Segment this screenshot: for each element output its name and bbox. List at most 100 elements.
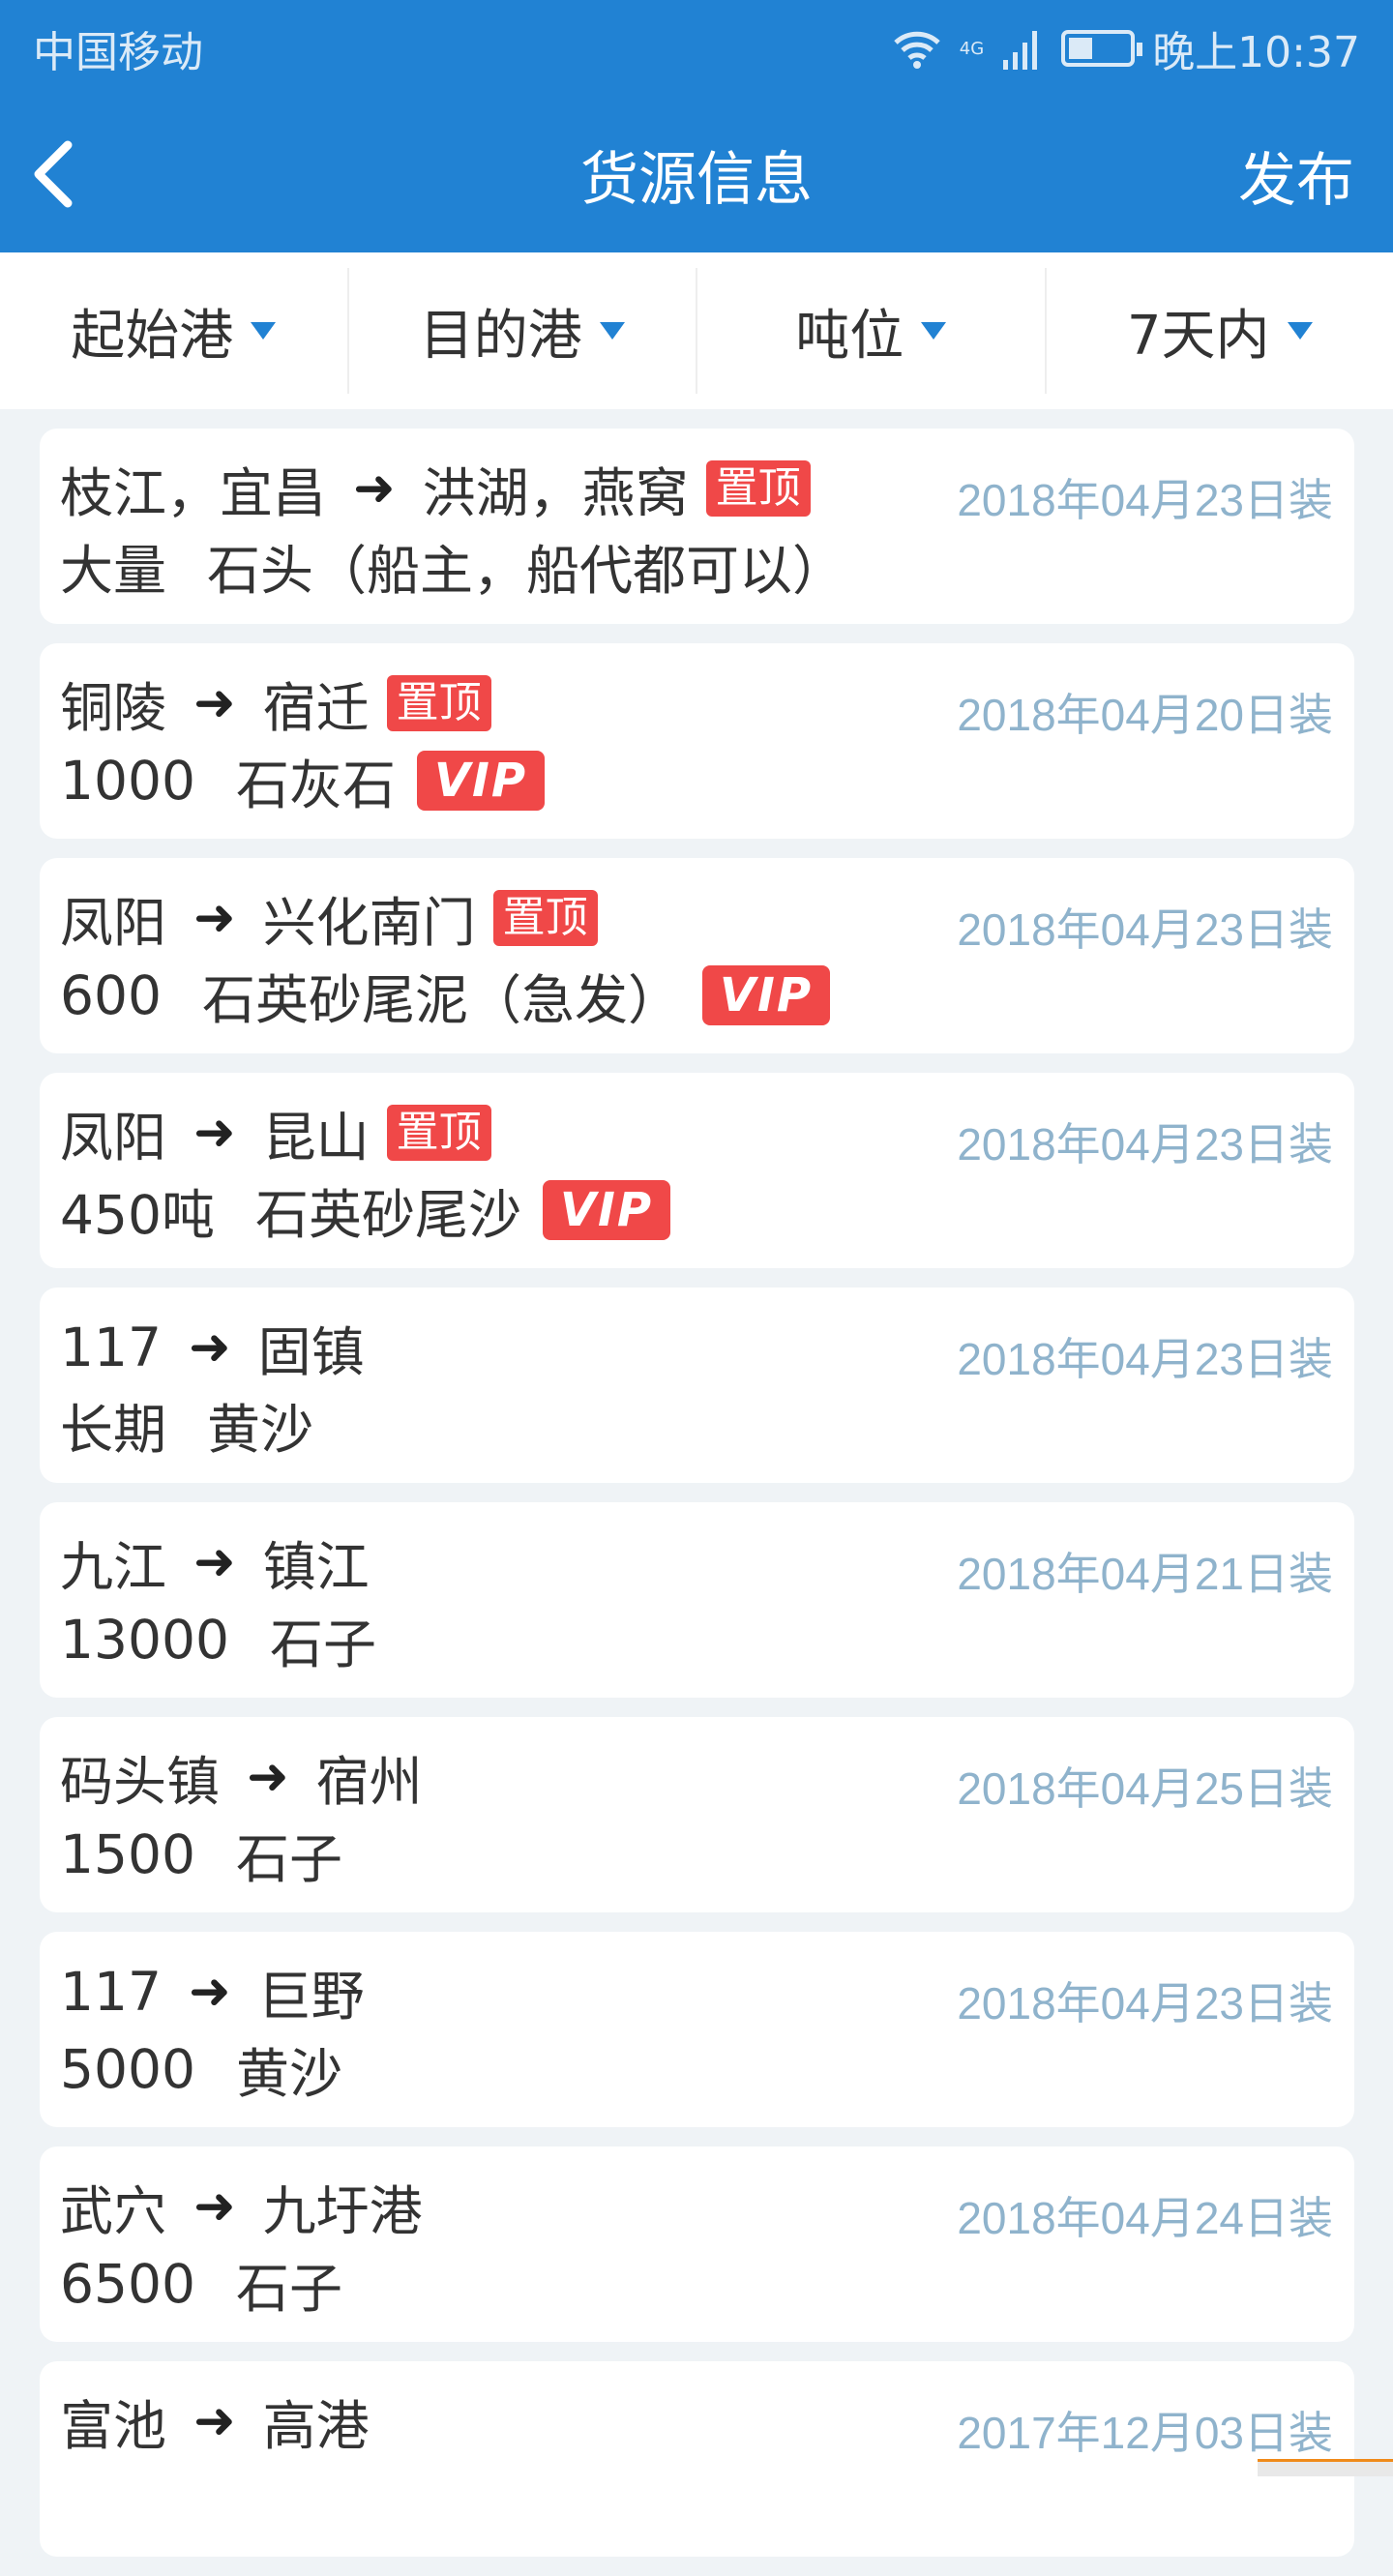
loading-date: 2018年04月24日装: [957, 2183, 1333, 2247]
arrow-right-icon: ➜: [189, 1963, 231, 2021]
destination-port: 巨野: [258, 1953, 365, 2030]
listing-card[interactable]: 117 ➜ 巨野 5000 黄沙 2018年04月23日装: [40, 1932, 1354, 2127]
caret-down-icon: [251, 322, 276, 340]
cargo-type: 石英砂尾沙: [255, 1171, 521, 1249]
origin-port: 铜陵: [60, 665, 166, 742]
origin-port: 117: [60, 1317, 162, 1378]
pinned-badge: 置顶: [387, 1105, 491, 1161]
origin-port: 枝江，宜昌: [60, 450, 326, 527]
quantity: 大量: [60, 527, 166, 605]
filter-label: 目的港: [420, 292, 582, 370]
arrow-right-icon: ➜: [189, 1318, 231, 1377]
origin-port: 武穴: [60, 2168, 166, 2245]
pinned-badge: 置顶: [706, 460, 811, 517]
filter-label: 起始港: [71, 292, 233, 370]
cargo-type: 石灰石: [236, 742, 396, 819]
loading-date: 2018年04月23日装: [957, 1110, 1333, 1173]
listing-card[interactable]: 富池 ➜ 高港 2017年12月03日装: [40, 2361, 1354, 2557]
listing-card[interactable]: 凤阳 ➜ 昆山置顶 450吨石英砂尾沙 VIP 2018年04月23日装: [40, 1073, 1354, 1268]
arrow-right-icon: ➜: [353, 459, 396, 518]
quantity: 13000: [60, 1609, 229, 1671]
destination-port: 镇江: [263, 1524, 370, 1601]
origin-port: 凤阳: [60, 879, 166, 957]
destination-port: 宿迁: [263, 665, 370, 742]
cargo-type: 石子: [236, 2245, 342, 2323]
back-button[interactable]: [29, 126, 106, 222]
loading-date: 2018年04月23日装: [957, 1969, 1333, 2032]
arrow-right-icon: ➜: [193, 2392, 236, 2450]
network-type: 4G: [960, 39, 984, 59]
arrow-right-icon: ➜: [193, 1533, 236, 1591]
filter-date-range[interactable]: 7天内: [1047, 268, 1393, 394]
wifi-icon: [892, 27, 942, 70]
cargo-type: 石头（船主，船代都可以）: [207, 527, 845, 605]
caret-down-icon: [600, 322, 625, 340]
publish-button[interactable]: 发布: [1238, 133, 1354, 218]
quantity: 6500: [60, 2253, 195, 2315]
origin-port: 富池: [60, 2383, 166, 2460]
signal-icon: [1001, 27, 1044, 70]
quantity: 600: [60, 964, 162, 1026]
battery-icon: [1061, 30, 1135, 67]
filter-tonnage[interactable]: 吨位: [697, 268, 1047, 394]
filter-bar: 起始港 目的港 吨位 7天内: [0, 252, 1393, 409]
listing-card[interactable]: 凤阳 ➜ 兴化南门置顶 600 石英砂尾泥（急发） VIP 2018年04月23日装: [40, 858, 1354, 1053]
destination-port: 兴化南门: [263, 879, 476, 957]
loading-date: 2017年12月03日装: [957, 2398, 1333, 2462]
clock: 晚上10:37: [1152, 17, 1360, 79]
destination-port: 洪湖，燕窝: [423, 450, 689, 527]
loading-date: 2018年04月20日装: [957, 680, 1333, 744]
destination-port: 九圩港: [263, 2168, 423, 2245]
cargo-type: 石子: [270, 1601, 376, 1678]
cargo-type: 石子: [236, 1816, 342, 1893]
filter-origin-port[interactable]: 起始港: [0, 268, 349, 394]
cargo-type: 黄沙: [236, 2030, 342, 2108]
listing-card[interactable]: 码头镇 ➜ 宿州 1500 石子 2018年04月25日装: [40, 1717, 1354, 1912]
pinned-badge: 置顶: [493, 890, 598, 946]
listing-card[interactable]: 武穴 ➜ 九圩港 6500 石子 2018年04月24日装: [40, 2147, 1354, 2342]
listing-list: 枝江，宜昌➜洪湖，燕窝置顶大量石头（船主，船代都可以）2018年04月23日装铜…: [40, 429, 1354, 2576]
arrow-right-icon: ➜: [193, 889, 236, 947]
pinned-badge: 置顶: [387, 675, 491, 731]
arrow-right-icon: ➜: [193, 674, 236, 732]
origin-port: 码头镇: [60, 1738, 220, 1816]
quantity: 450吨: [60, 1171, 215, 1249]
app-header: 中国移动 4G 晚上10:37 货源信息 发布: [0, 0, 1393, 252]
origin-port: 117: [60, 1961, 162, 2023]
listing-card[interactable]: 枝江，宜昌 ➜ 洪湖，燕窝置顶大量石头（船主，船代都可以） 2018年04月23日装: [40, 429, 1354, 624]
arrow-right-icon: ➜: [247, 1748, 289, 1806]
quantity: 1500: [60, 1823, 195, 1885]
loading-date: 2018年04月21日装: [957, 1539, 1333, 1603]
destination-port: 固镇: [258, 1309, 365, 1386]
quantity: 5000: [60, 2038, 195, 2100]
vip-badge: VIP: [417, 751, 545, 811]
quantity: 长期: [60, 1386, 166, 1464]
cargo-type: 黄沙: [207, 1386, 313, 1464]
listing-card[interactable]: 铜陵 ➜ 宿迁置顶 1000 石灰石 VIP 2018年04月20日装: [40, 643, 1354, 839]
loading-date: 2018年04月23日装: [957, 895, 1333, 959]
loading-date: 2018年04月23日装: [957, 465, 1333, 529]
arrow-right-icon: ➜: [193, 2177, 236, 2235]
caret-down-icon: [1288, 322, 1313, 340]
status-bar: 中国移动 4G 晚上10:37: [0, 0, 1393, 97]
loading-date: 2018年04月25日装: [957, 1754, 1333, 1818]
filter-label: 7天内: [1127, 292, 1270, 370]
cargo-type: 石英砂尾泥（急发）: [202, 957, 681, 1034]
vip-badge: VIP: [543, 1180, 670, 1240]
carrier: 中国移动: [33, 17, 203, 79]
chevron-left-icon: [29, 140, 77, 208]
filter-destination-port[interactable]: 目的港: [349, 268, 698, 394]
origin-port: 凤阳: [60, 1094, 166, 1171]
origin-port: 九江: [60, 1524, 166, 1601]
destination-port: 宿州: [316, 1738, 423, 1816]
watermark-logo: [1258, 2459, 1393, 2476]
listing-card[interactable]: 九江 ➜ 镇江 13000 石子 2018年04月21日装: [40, 1502, 1354, 1698]
caret-down-icon: [921, 322, 946, 340]
destination-port: 昆山: [263, 1094, 370, 1171]
arrow-right-icon: ➜: [193, 1104, 236, 1162]
quantity: 1000: [60, 750, 195, 812]
destination-port: 高港: [263, 2383, 370, 2460]
vip-badge: VIP: [702, 965, 830, 1025]
page-title: 货源信息: [580, 133, 813, 217]
